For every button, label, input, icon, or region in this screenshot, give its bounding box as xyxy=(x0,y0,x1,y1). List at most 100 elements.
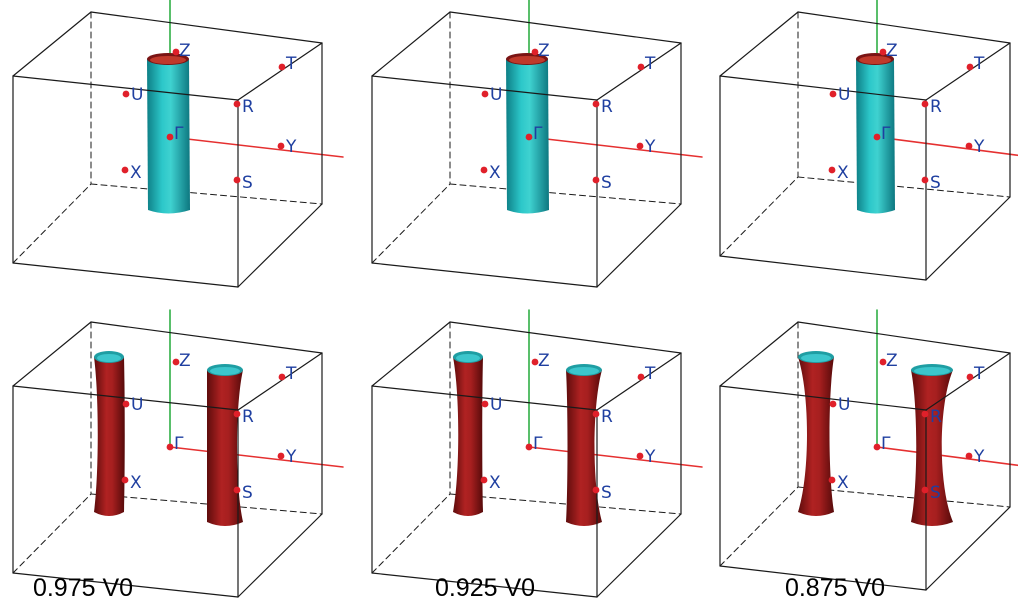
box-edge xyxy=(371,11,451,77)
box-edge xyxy=(237,203,323,288)
label-x: X xyxy=(837,163,849,183)
point-y xyxy=(277,142,285,150)
point-t xyxy=(278,373,286,381)
label-x: X xyxy=(489,473,501,493)
ky-axis xyxy=(169,136,344,158)
point-z xyxy=(879,48,887,56)
box-edge xyxy=(371,572,598,598)
point-y xyxy=(636,452,644,460)
label-z: Z xyxy=(886,351,898,371)
tube-top-opening-inner xyxy=(569,367,599,375)
tube-top-opening-inner xyxy=(456,354,480,362)
label-s: S xyxy=(930,483,941,503)
point-y xyxy=(965,142,973,150)
label-s: S xyxy=(242,173,253,193)
label-r: R xyxy=(930,97,942,117)
box-edge xyxy=(12,11,92,77)
box-hidden-edge xyxy=(371,493,451,574)
point-x xyxy=(121,166,129,174)
box-edge xyxy=(371,75,598,101)
point-t xyxy=(966,373,974,381)
box-edge xyxy=(596,513,682,598)
box-hidden-edge xyxy=(371,183,451,264)
box-edge xyxy=(449,11,682,44)
label-y: Y xyxy=(644,137,656,157)
label-z: Z xyxy=(886,41,898,61)
label-u: U xyxy=(490,395,502,415)
point-u xyxy=(829,90,837,98)
box-hidden-edge xyxy=(12,493,92,574)
ky-axis xyxy=(528,136,703,158)
box-edge xyxy=(719,255,927,281)
box-hidden-edge xyxy=(449,493,682,515)
label-z: Z xyxy=(179,351,191,371)
tube-top-opening-inner xyxy=(97,354,121,362)
box-edge xyxy=(719,321,799,387)
label-s: S xyxy=(601,483,612,503)
label-r: R xyxy=(601,97,613,117)
box-edge xyxy=(719,385,927,411)
point-r xyxy=(233,410,241,418)
cylinder-top-opening-inner xyxy=(509,56,545,64)
point-t xyxy=(637,373,645,381)
label-r: R xyxy=(242,97,254,117)
point-u xyxy=(122,400,130,408)
box-edge xyxy=(12,572,239,598)
box-edge xyxy=(237,352,323,411)
label-z: Z xyxy=(538,351,550,371)
label-s: S xyxy=(242,483,253,503)
label-gamma: Γ xyxy=(533,434,543,454)
point-gamma xyxy=(166,443,174,451)
s-point xyxy=(921,486,929,494)
tube-top-opening-inner xyxy=(914,367,950,375)
point-x xyxy=(828,476,836,484)
label-x: X xyxy=(489,163,501,183)
point-u xyxy=(122,90,130,98)
box-edge xyxy=(237,513,323,598)
box-edge xyxy=(371,321,451,387)
label-x: X xyxy=(837,473,849,493)
point-y xyxy=(965,452,973,460)
point-r xyxy=(592,100,600,108)
label-y: Y xyxy=(285,137,297,157)
point-x xyxy=(480,476,488,484)
box-edge xyxy=(12,75,239,101)
box-edge xyxy=(12,385,239,411)
s-point xyxy=(592,176,600,184)
point-x xyxy=(828,166,836,174)
label-r: R xyxy=(601,407,613,427)
box-hidden-edge xyxy=(90,493,323,515)
label-z: Z xyxy=(538,41,550,61)
label-s: S xyxy=(601,173,612,193)
point-r xyxy=(233,100,241,108)
point-y xyxy=(277,452,285,460)
box-edge xyxy=(925,506,1011,591)
point-z xyxy=(531,358,539,366)
box-edge xyxy=(719,565,927,591)
box-edge xyxy=(90,321,323,354)
s-point xyxy=(233,486,241,494)
label-t: T xyxy=(285,54,297,74)
label-t: T xyxy=(644,54,656,74)
point-r xyxy=(921,410,929,418)
point-z xyxy=(172,48,180,56)
box-edge xyxy=(925,42,1011,101)
label-s: S xyxy=(930,173,941,193)
label-u: U xyxy=(131,395,143,415)
label-x: X xyxy=(130,163,142,183)
label-r: R xyxy=(930,407,942,427)
fermi-tube xyxy=(94,357,125,516)
label-gamma: Γ xyxy=(881,434,891,454)
box-edge xyxy=(925,196,1011,281)
box-hidden-edge xyxy=(797,176,1011,198)
panel-3: Γ Z U T R X Y S xyxy=(719,0,1018,281)
label-t: T xyxy=(973,54,985,74)
box-edge xyxy=(596,203,682,288)
point-x xyxy=(480,166,488,174)
box-edge xyxy=(797,321,1011,354)
point-t xyxy=(278,63,286,71)
box-edge xyxy=(237,42,323,101)
point-gamma xyxy=(873,133,881,141)
box-edge xyxy=(797,11,1011,44)
label-z: Z xyxy=(179,41,191,61)
